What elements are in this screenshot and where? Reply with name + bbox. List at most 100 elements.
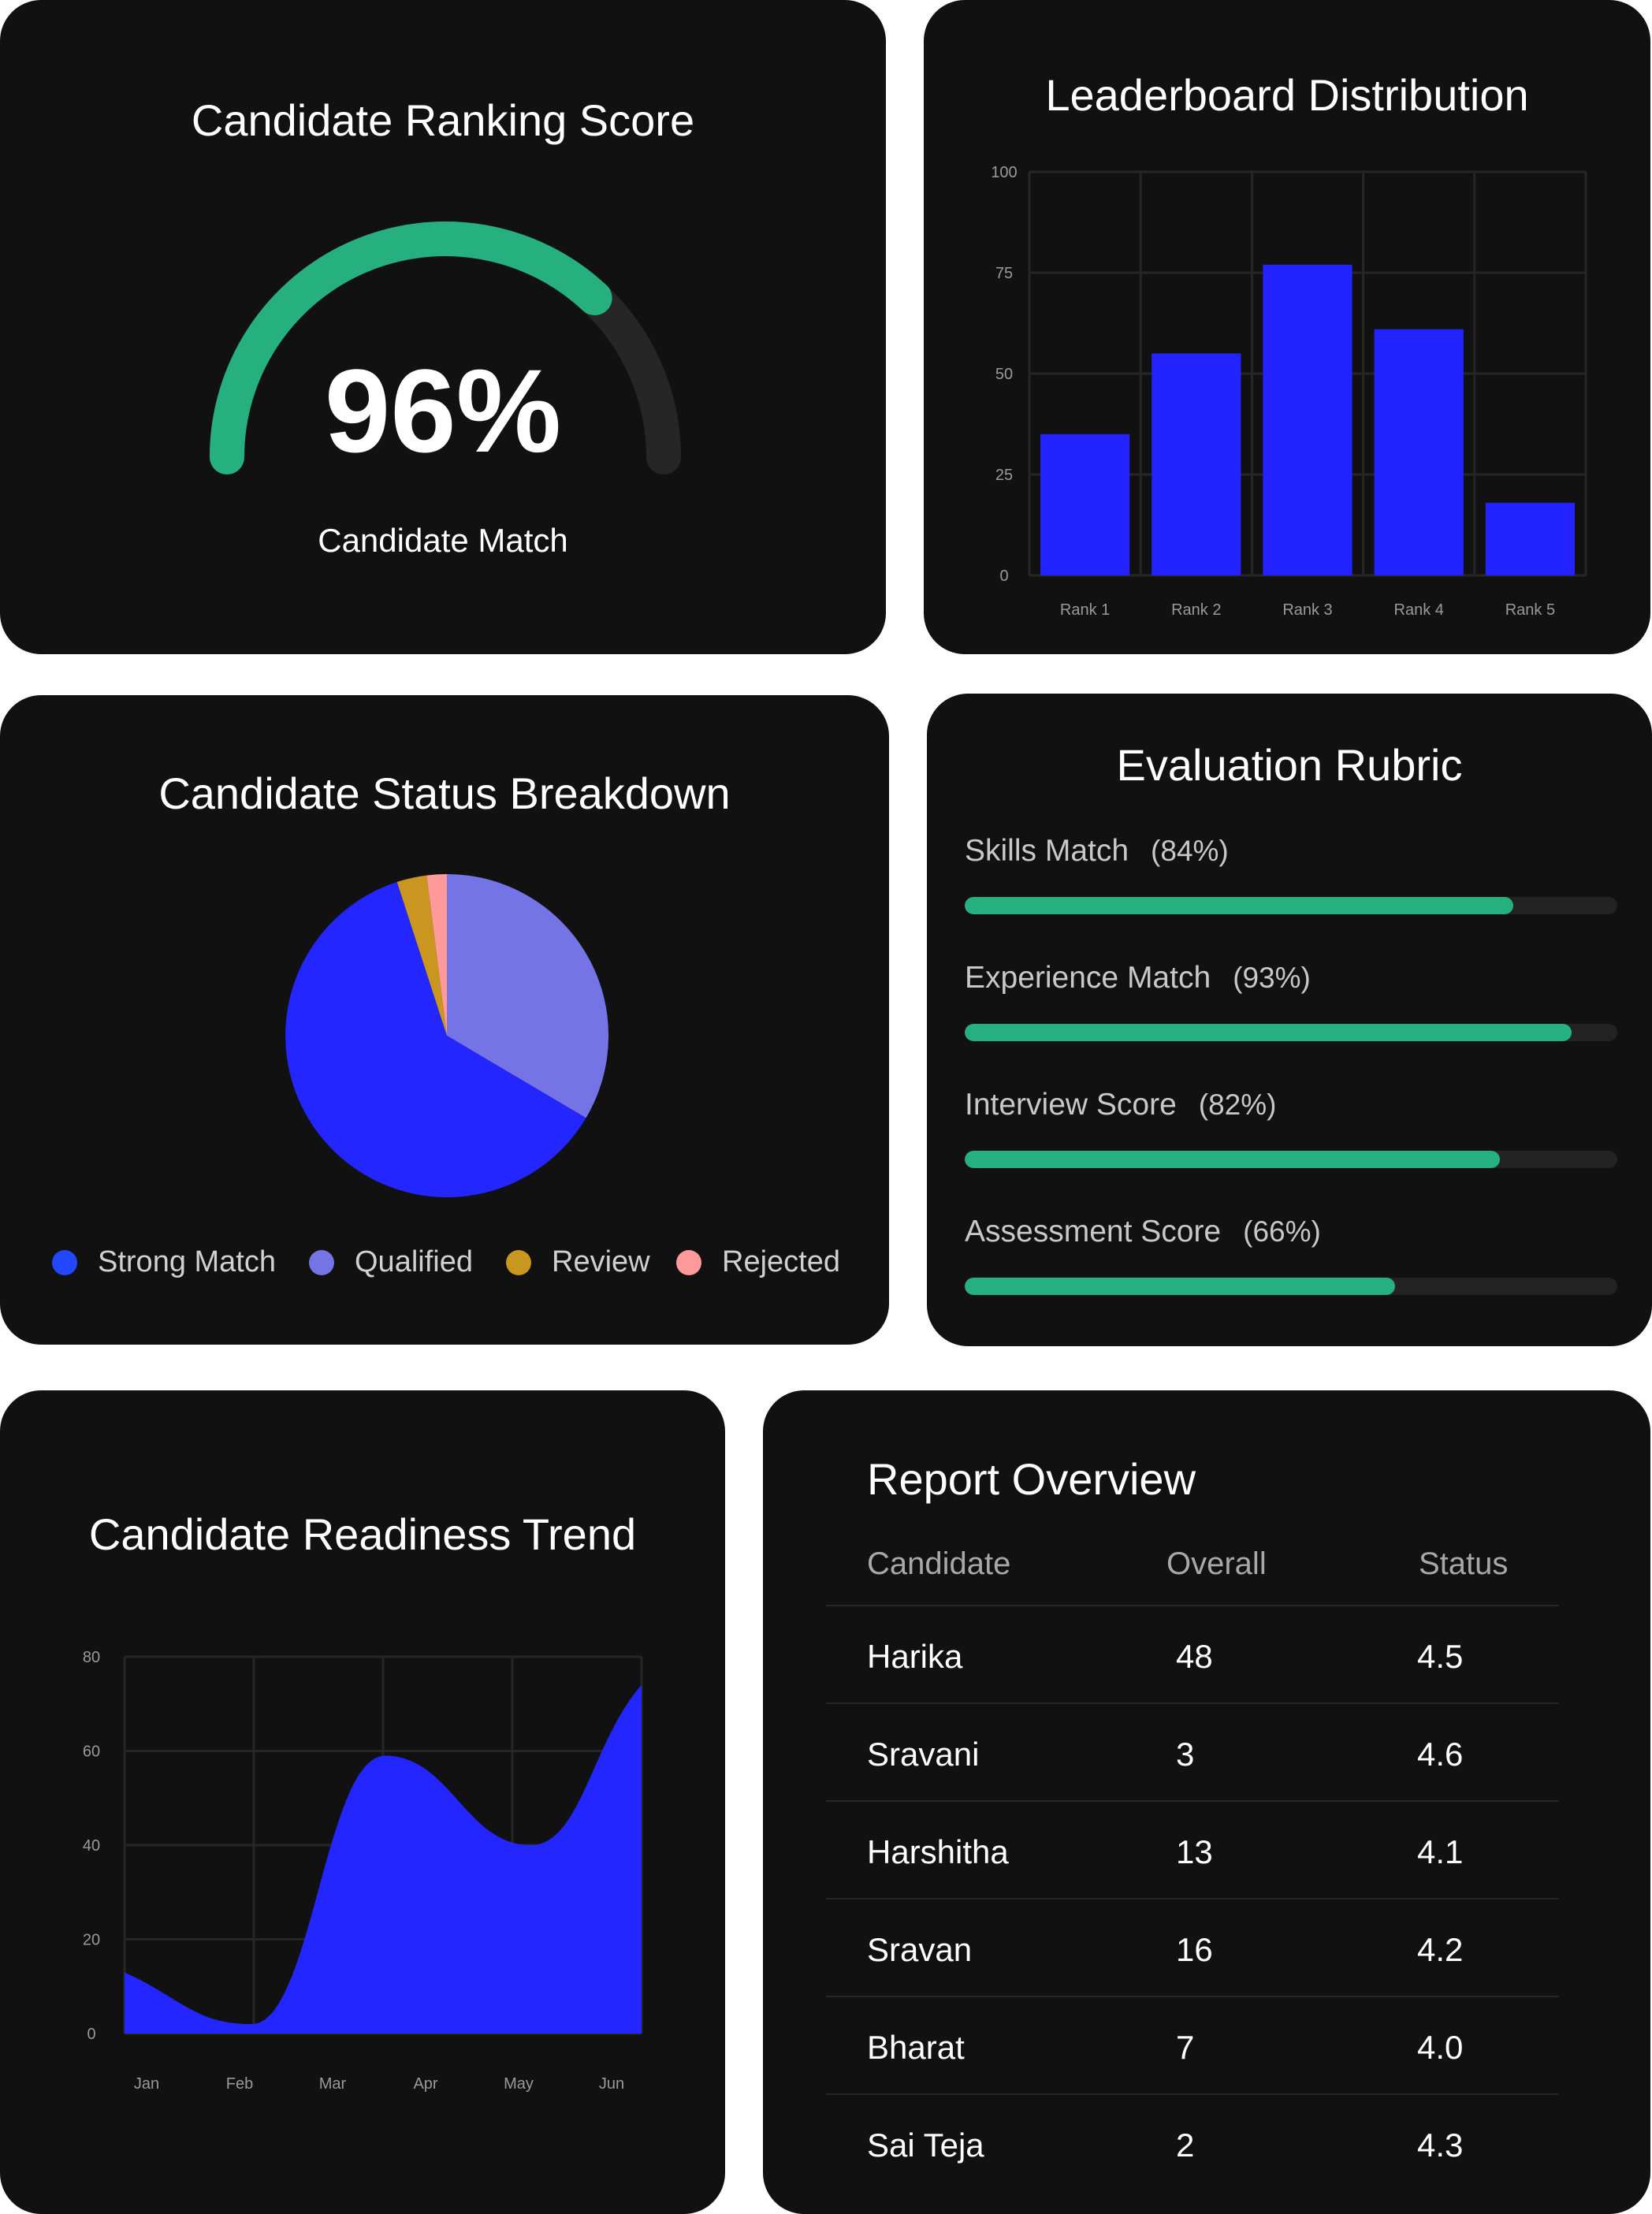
leaderboard-title: Leaderboard Distribution	[1045, 70, 1529, 120]
pie-slice	[426, 874, 447, 1036]
legend-item-review[interactable]: Review	[506, 1245, 650, 1279]
bar	[1374, 329, 1464, 575]
legend-item-rejected[interactable]: Rejected	[676, 1245, 840, 1279]
x-tick-label: Jan	[134, 2075, 159, 2093]
evaluation-rubric-title: Evaluation Rubric	[1116, 740, 1463, 790]
rubric-progress-track	[965, 1278, 1617, 1295]
table-row[interactable]: Bharat 7 4.0	[826, 1996, 1559, 2095]
bar	[1152, 353, 1241, 575]
rubric-progress-track	[965, 1024, 1617, 1041]
rubric-row-experience-match: Experience Match (93%)	[965, 961, 1617, 1041]
cell-overall: 2	[1176, 2127, 1195, 2164]
column-header-candidate[interactable]: Candidate	[867, 1546, 1011, 1581]
x-tick-label: Apr	[413, 2075, 437, 2093]
legend-label: Strong Match	[98, 1245, 276, 1278]
column-header-overall[interactable]: Overall	[1166, 1546, 1267, 1581]
rubric-percent: (84%)	[1151, 835, 1229, 867]
bar	[1485, 502, 1575, 575]
y-tick-label: 40	[83, 1837, 100, 1855]
legend-dot	[506, 1249, 531, 1275]
x-tick-label: Jun	[599, 2075, 624, 2093]
legend-label: Qualified	[355, 1245, 473, 1278]
gauge-caption: Candidate Match	[318, 522, 568, 559]
cell-overall: 3	[1176, 1736, 1195, 1773]
report-overview-title: Report Overview	[867, 1454, 1196, 1504]
table-row[interactable]: Harshitha 13 4.1	[826, 1800, 1559, 1900]
bar	[1263, 264, 1352, 575]
pie-slice	[447, 874, 609, 1118]
ranking-score-card: Candidate Ranking Score 96% Candidate Ma…	[0, 0, 886, 654]
y-tick-label: 25	[995, 467, 1013, 484]
ranking-gauge	[210, 221, 681, 474]
y-tick-label: 0	[87, 2026, 95, 2043]
rubric-label: Experience Match (93%)	[965, 961, 1311, 995]
column-header-status[interactable]: Status	[1419, 1546, 1509, 1581]
cell-overall: 16	[1176, 1931, 1213, 1968]
rubric-progress-fill	[965, 1278, 1396, 1295]
status-breakdown-title: Candidate Status Breakdown	[158, 768, 731, 818]
rubric-progress-fill	[965, 1024, 1572, 1041]
cell-candidate: Bharat	[867, 2029, 965, 2066]
leaderboard-card: Leaderboard Distribution 0 25 50 75 100 Rank …	[924, 0, 1650, 654]
cell-overall: 13	[1176, 1833, 1213, 1870]
rubric-name: Experience Match	[965, 961, 1211, 995]
gauge-value: 96%	[324, 344, 562, 477]
table-row[interactable]: Sravani 3 4.6	[826, 1702, 1559, 1802]
rubric-row-skills-match: Skills Match (84%)	[965, 834, 1617, 914]
rubric-progress-track	[965, 1151, 1617, 1168]
bar-grid	[1028, 170, 1587, 577]
cell-status: 4.3	[1417, 2127, 1464, 2164]
table-row[interactable]: Sai Teja 2 4.3	[826, 2093, 1559, 2193]
y-tick-label: 20	[83, 1932, 100, 1949]
legend-dot	[676, 1249, 701, 1275]
y-tick-label: 80	[83, 1649, 100, 1666]
table-row[interactable]: Harika 48 4.5	[826, 1605, 1559, 1704]
leaderboard-bar-chart: 0 25 50 75 100 Rank 1 Rank 2 Rank 3 Rank 4 Rank 5	[991, 164, 1587, 619]
rubric-percent: (93%)	[1233, 962, 1311, 994]
x-tick-label: Mar	[319, 2075, 347, 2093]
x-tick-label: May	[504, 2075, 534, 2093]
readiness-trend-card: Candidate Readiness Trend 0 20 40 60 80 Jan Fe…	[0, 1390, 725, 2214]
legend-dot	[52, 1249, 77, 1275]
rubric-name: Skills Match	[965, 834, 1129, 868]
cell-candidate: Sravani	[867, 1736, 980, 1773]
rubric-name: Assessment Score	[965, 1215, 1222, 1248]
cell-overall: 48	[1176, 1638, 1213, 1675]
cell-candidate: Harika	[867, 1638, 963, 1675]
rubric-progress-fill	[965, 1151, 1500, 1168]
bar	[1040, 433, 1130, 575]
rubric-row-assessment-score: Assessment Score (66%)	[965, 1215, 1617, 1295]
pie-slice	[285, 882, 586, 1197]
report-overview-card: Report Overview Candidate Overall Status…	[763, 1390, 1650, 2214]
table-row[interactable]: Sravan 16 4.2	[826, 1898, 1559, 1997]
cell-overall: 7	[1176, 2029, 1195, 2066]
x-tick-label: Rank 3	[1282, 601, 1332, 619]
rubric-progress-track	[965, 897, 1617, 914]
rubric-label: Interview Score (82%)	[965, 1088, 1276, 1122]
cell-status: 4.2	[1417, 1931, 1464, 1968]
cell-status: 4.6	[1417, 1736, 1464, 1773]
rubric-label: Skills Match (84%)	[965, 834, 1229, 869]
y-tick-label: 60	[83, 1743, 100, 1761]
legend-dot	[309, 1249, 334, 1275]
gauge-fill	[210, 221, 612, 474]
y-tick-label: 50	[995, 366, 1013, 383]
evaluation-rubric-card: Evaluation Rubric Skills Match (84%) Expe…	[927, 694, 1652, 1346]
rubric-label: Assessment Score (66%)	[965, 1215, 1321, 1249]
status-pie-chart	[285, 874, 609, 1197]
x-tick-label: Rank 4	[1394, 601, 1444, 619]
legend-item-qualified[interactable]: Qualified	[309, 1245, 473, 1279]
legend-item-strong-match[interactable]: Strong Match	[52, 1245, 276, 1279]
cell-candidate: Sravan	[867, 1931, 973, 1968]
cell-status: 4.0	[1417, 2029, 1464, 2066]
legend-label: Rejected	[722, 1245, 840, 1278]
x-tick-label: Rank 1	[1060, 601, 1110, 619]
cell-status: 4.5	[1417, 1638, 1464, 1675]
y-tick-label: 0	[999, 567, 1008, 585]
y-tick-label: 75	[995, 265, 1013, 282]
x-tick-label: Rank 2	[1171, 601, 1221, 619]
readiness-area-chart: 0 20 40 60 80 Jan Feb Mar Apr May Jun	[83, 1649, 643, 2093]
pie-slice	[396, 875, 447, 1036]
status-breakdown-card: Candidate Status Breakdown	[0, 695, 889, 1345]
rubric-name: Interview Score	[965, 1088, 1177, 1122]
